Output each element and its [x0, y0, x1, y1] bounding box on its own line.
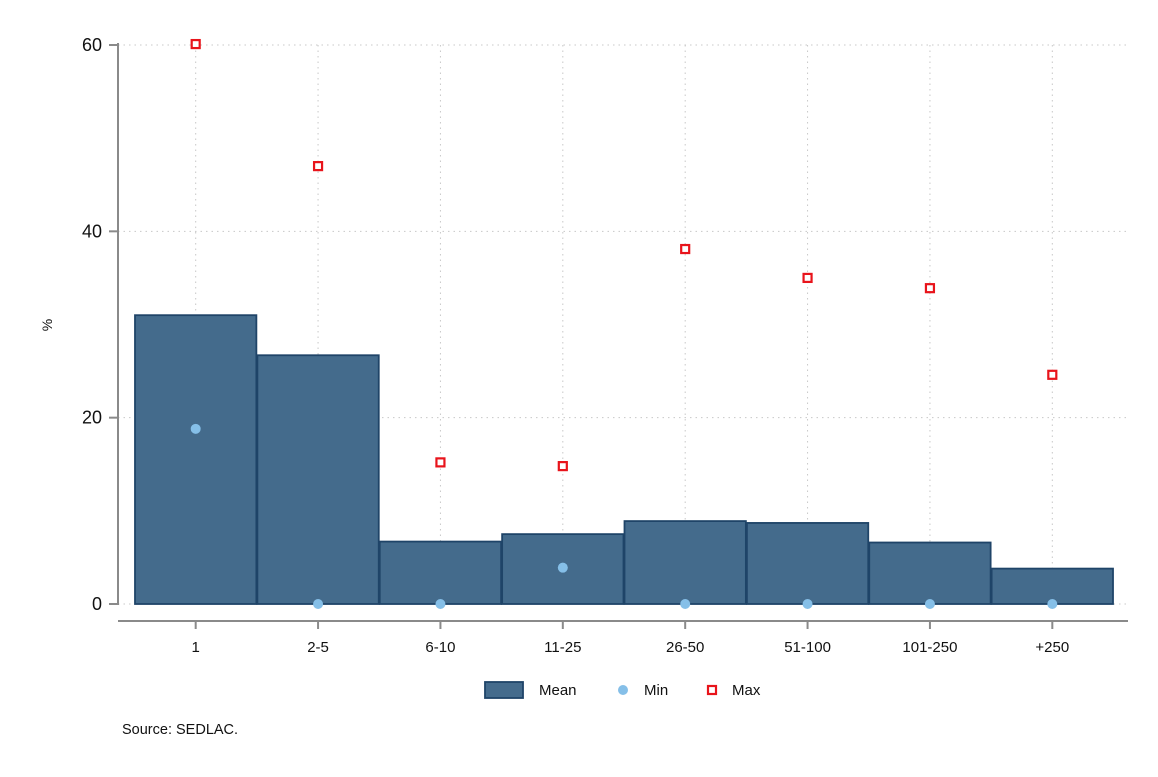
- x-tick-label: 2-5: [307, 639, 329, 656]
- y-tick-label: 40: [82, 221, 102, 241]
- bar-mean-1: [134, 314, 258, 605]
- point-min-+250: [1047, 599, 1058, 609]
- point-max-51-100: [802, 272, 813, 284]
- point-max-101-250: [924, 283, 936, 294]
- x-tick-label: 26-50: [666, 639, 704, 656]
- legend-label-max: Max: [732, 682, 761, 699]
- x-tick-label: 51-100: [784, 639, 831, 656]
- legend-swatch-mean: [484, 681, 524, 699]
- mean-bars: [134, 314, 1114, 605]
- point-min-26-50: [680, 599, 691, 609]
- legend-label-mean: Mean: [539, 682, 577, 699]
- x-tick-label: 6-10: [425, 639, 455, 656]
- point-min-101-250: [924, 599, 935, 609]
- bar-mean-6-10: [378, 540, 503, 605]
- marker-points: [190, 38, 1058, 609]
- legend-swatch-max: [706, 684, 718, 696]
- bar-mean-26-50: [623, 520, 747, 605]
- point-max-6-10: [435, 457, 446, 468]
- point-max-11-25: [557, 461, 568, 472]
- legend-swatch-min: [618, 685, 628, 695]
- legend: Mean Min Max: [484, 681, 761, 699]
- point-min-11-25: [557, 562, 568, 573]
- axes: 0 20 40 60 1 2-5 6-10 11-25 26-50 51-100 101-250 +2…: [82, 35, 1128, 656]
- x-tick-label: +250: [1035, 639, 1069, 656]
- bar-mean-11-25: [501, 533, 625, 605]
- y-tick-label: 0: [92, 594, 102, 614]
- x-tick-label: 11-25: [544, 639, 581, 656]
- bar-mean-2-5: [256, 354, 380, 605]
- point-min-6-10: [435, 599, 446, 609]
- point-max-2-5: [312, 161, 324, 172]
- y-tick-label: 20: [82, 408, 102, 428]
- bar-mean-51-100: [745, 522, 870, 605]
- x-tick-label: 101-250: [902, 639, 957, 656]
- y-tick-label: 60: [82, 35, 102, 55]
- bar-mean-+250: [990, 567, 1114, 605]
- point-min-1: [190, 423, 201, 434]
- y-axis-label: %: [39, 319, 55, 331]
- point-max-1: [190, 38, 201, 50]
- x-tick-label: 1: [192, 639, 200, 656]
- legend-label-min: Min: [644, 682, 668, 699]
- point-max-+250: [1047, 369, 1058, 380]
- point-min-2-5: [313, 599, 324, 609]
- point-min-51-100: [802, 599, 813, 609]
- point-max-26-50: [680, 243, 691, 255]
- bar-mean-101-250: [868, 541, 992, 605]
- source-note: Source: SEDLAC.: [122, 722, 239, 738]
